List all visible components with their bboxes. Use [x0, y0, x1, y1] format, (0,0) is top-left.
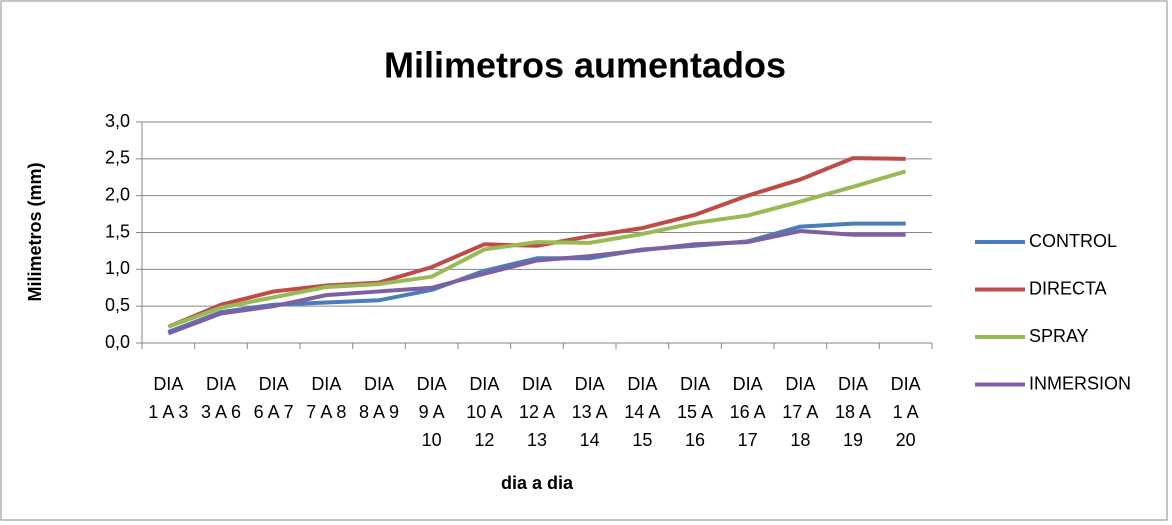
x-tick-label: DIA 7 A 8 [306, 374, 347, 422]
x-tick-label: DIA 14 A 15 [624, 374, 661, 450]
y-tick-label: 1,0 [105, 258, 130, 278]
x-tick-label: DIA 9 A 10 [416, 374, 447, 450]
x-tick-label: DIA 18 A 19 [834, 374, 872, 450]
series-line [167, 229, 906, 336]
y-tick-label: 2,0 [105, 184, 130, 204]
legend-label: CONTROL [1029, 231, 1117, 251]
y-tick-label: 3,0 [105, 111, 130, 131]
x-tick-label: DIA 6 A 7 [253, 374, 294, 422]
x-tick-label: DIA 16 A 17 [729, 374, 766, 450]
series-line [167, 169, 907, 329]
x-tick-label: DIA 10 A 12 [466, 374, 503, 450]
series-line [167, 156, 906, 329]
x-tick-label: DIA 3 A 6 [200, 374, 242, 422]
y-axis-label: Milimetros (mm) [25, 162, 45, 301]
x-tick-label: DIA 8 A 9 [358, 374, 400, 422]
x-tick-label: DIA 12 A 13 [518, 374, 556, 450]
y-tick-label: 0,0 [105, 332, 130, 352]
x-tick-label: DIA 15 A 16 [676, 374, 714, 450]
y-tick-label: 1,5 [105, 221, 130, 241]
y-tick-label: 2,5 [105, 148, 130, 168]
x-tick-label: DIA 1 A 3 [148, 374, 189, 422]
legend-label: INMERSION [1029, 373, 1131, 393]
legend-label: DIRECTA [1029, 278, 1107, 298]
x-tick-label: DIA 1 A 20 [890, 374, 921, 450]
y-tick-label: 0,5 [105, 295, 130, 315]
x-tick-label: DIA 13 A 14 [571, 374, 608, 450]
x-tick-label: DIA 17 A 18 [782, 374, 819, 450]
x-axis-label: dia a dia [501, 473, 574, 493]
chart-title: Milimetros aumentados [384, 45, 786, 86]
legend-label: SPRAY [1029, 326, 1089, 346]
